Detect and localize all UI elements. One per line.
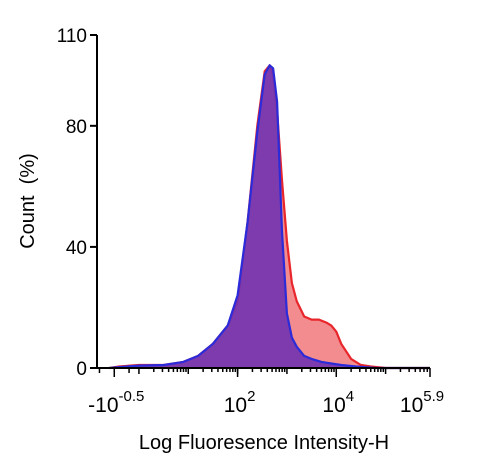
plot-area (96, 35, 431, 370)
y-tick-label: 0 (76, 359, 87, 380)
x-tick-label: 105.9 (400, 388, 444, 417)
x-axis-ticks: -10-0.5 102 104 105.9 (88, 368, 444, 417)
x-tick-label: 104 (322, 388, 354, 417)
series-2-line (109, 64, 430, 370)
y-tick-label: 110 (57, 26, 87, 47)
series-2-area (109, 65, 431, 369)
x-axis-label: Log Fluoresence Intensity-H (139, 432, 389, 454)
y-tick-label: 40 (66, 238, 87, 259)
x-tick-label: -10-0.5 (88, 388, 144, 417)
y-axis-label: Count (%) (17, 153, 39, 249)
y-axis-ticks: 0 40 80 110 (57, 26, 97, 380)
y-tick-label: 80 (66, 117, 87, 138)
series-layer (109, 64, 431, 370)
x-tick-label: 102 (224, 388, 256, 417)
